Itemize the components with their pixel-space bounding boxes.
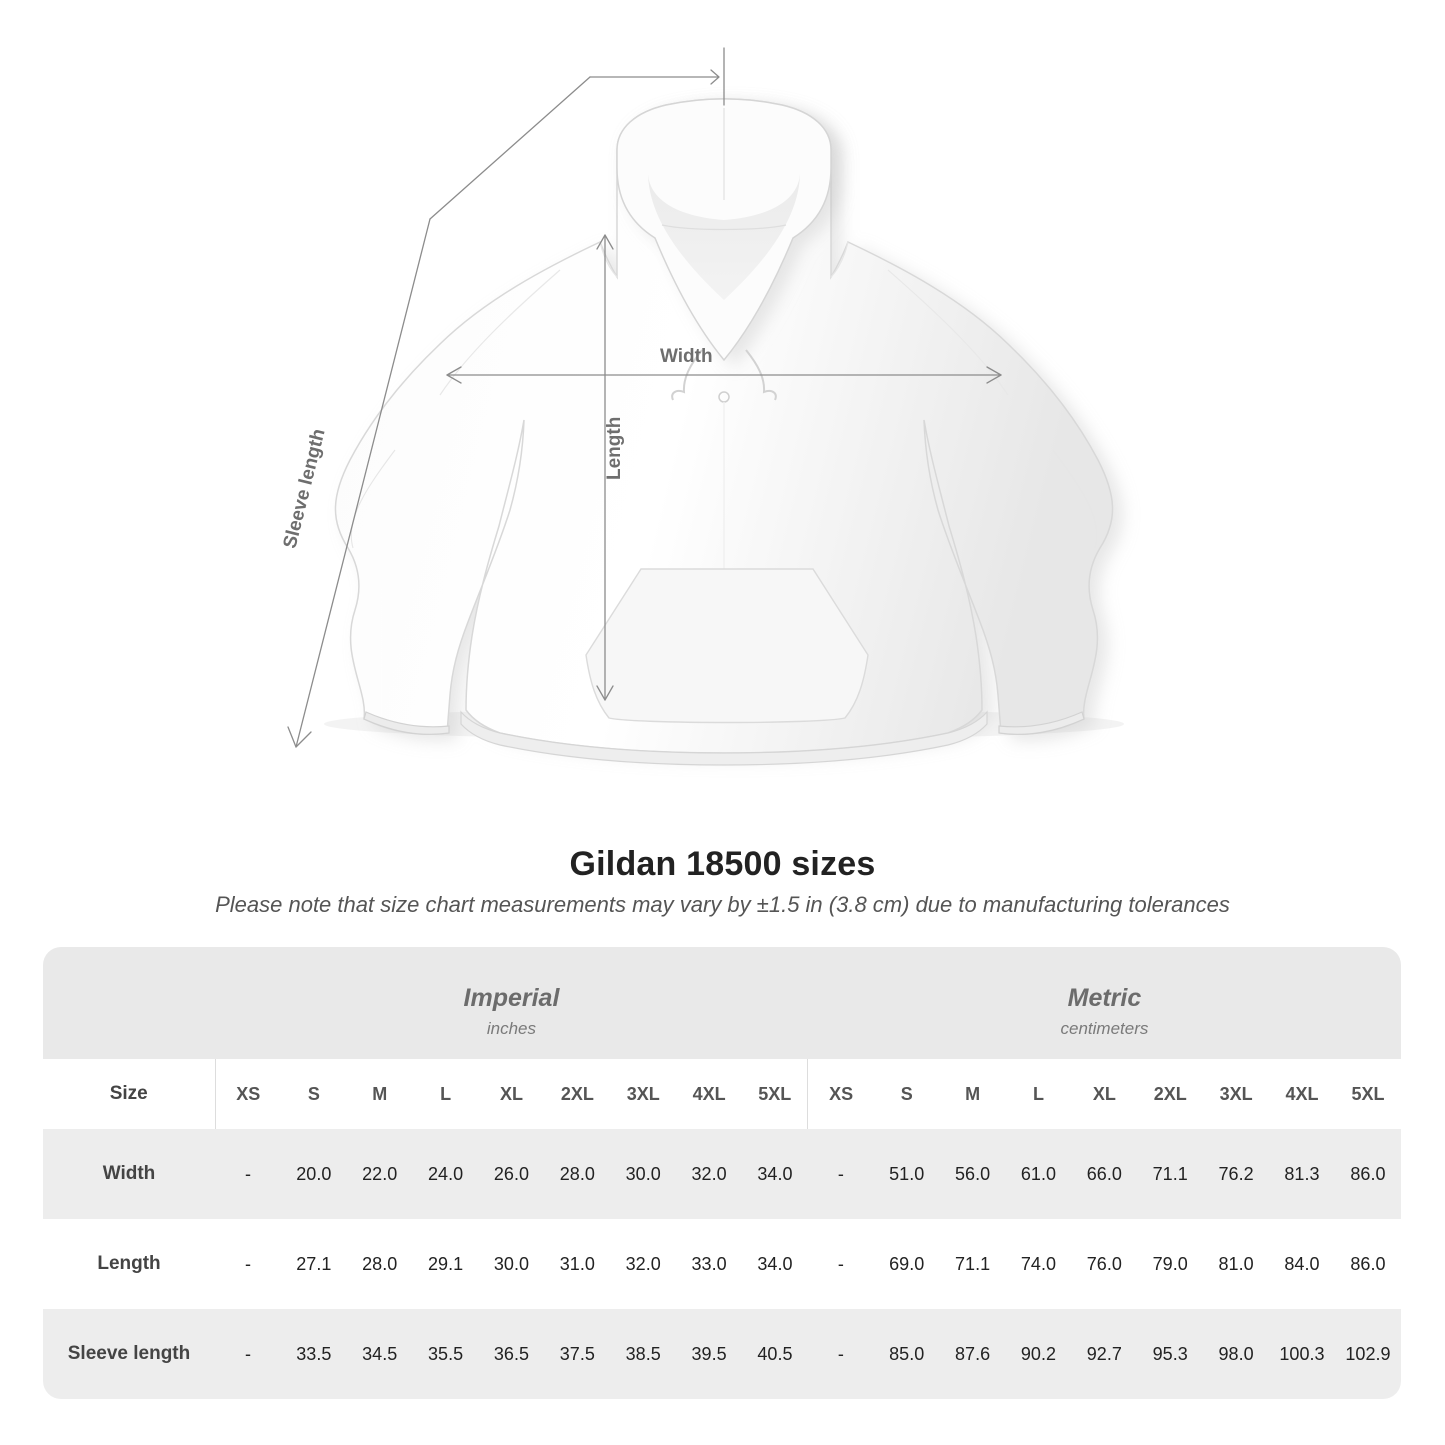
- svg-text:Length: Length: [604, 417, 625, 480]
- svg-text:Width: Width: [660, 346, 713, 367]
- svg-text:Sleeve length: Sleeve length: [280, 427, 330, 551]
